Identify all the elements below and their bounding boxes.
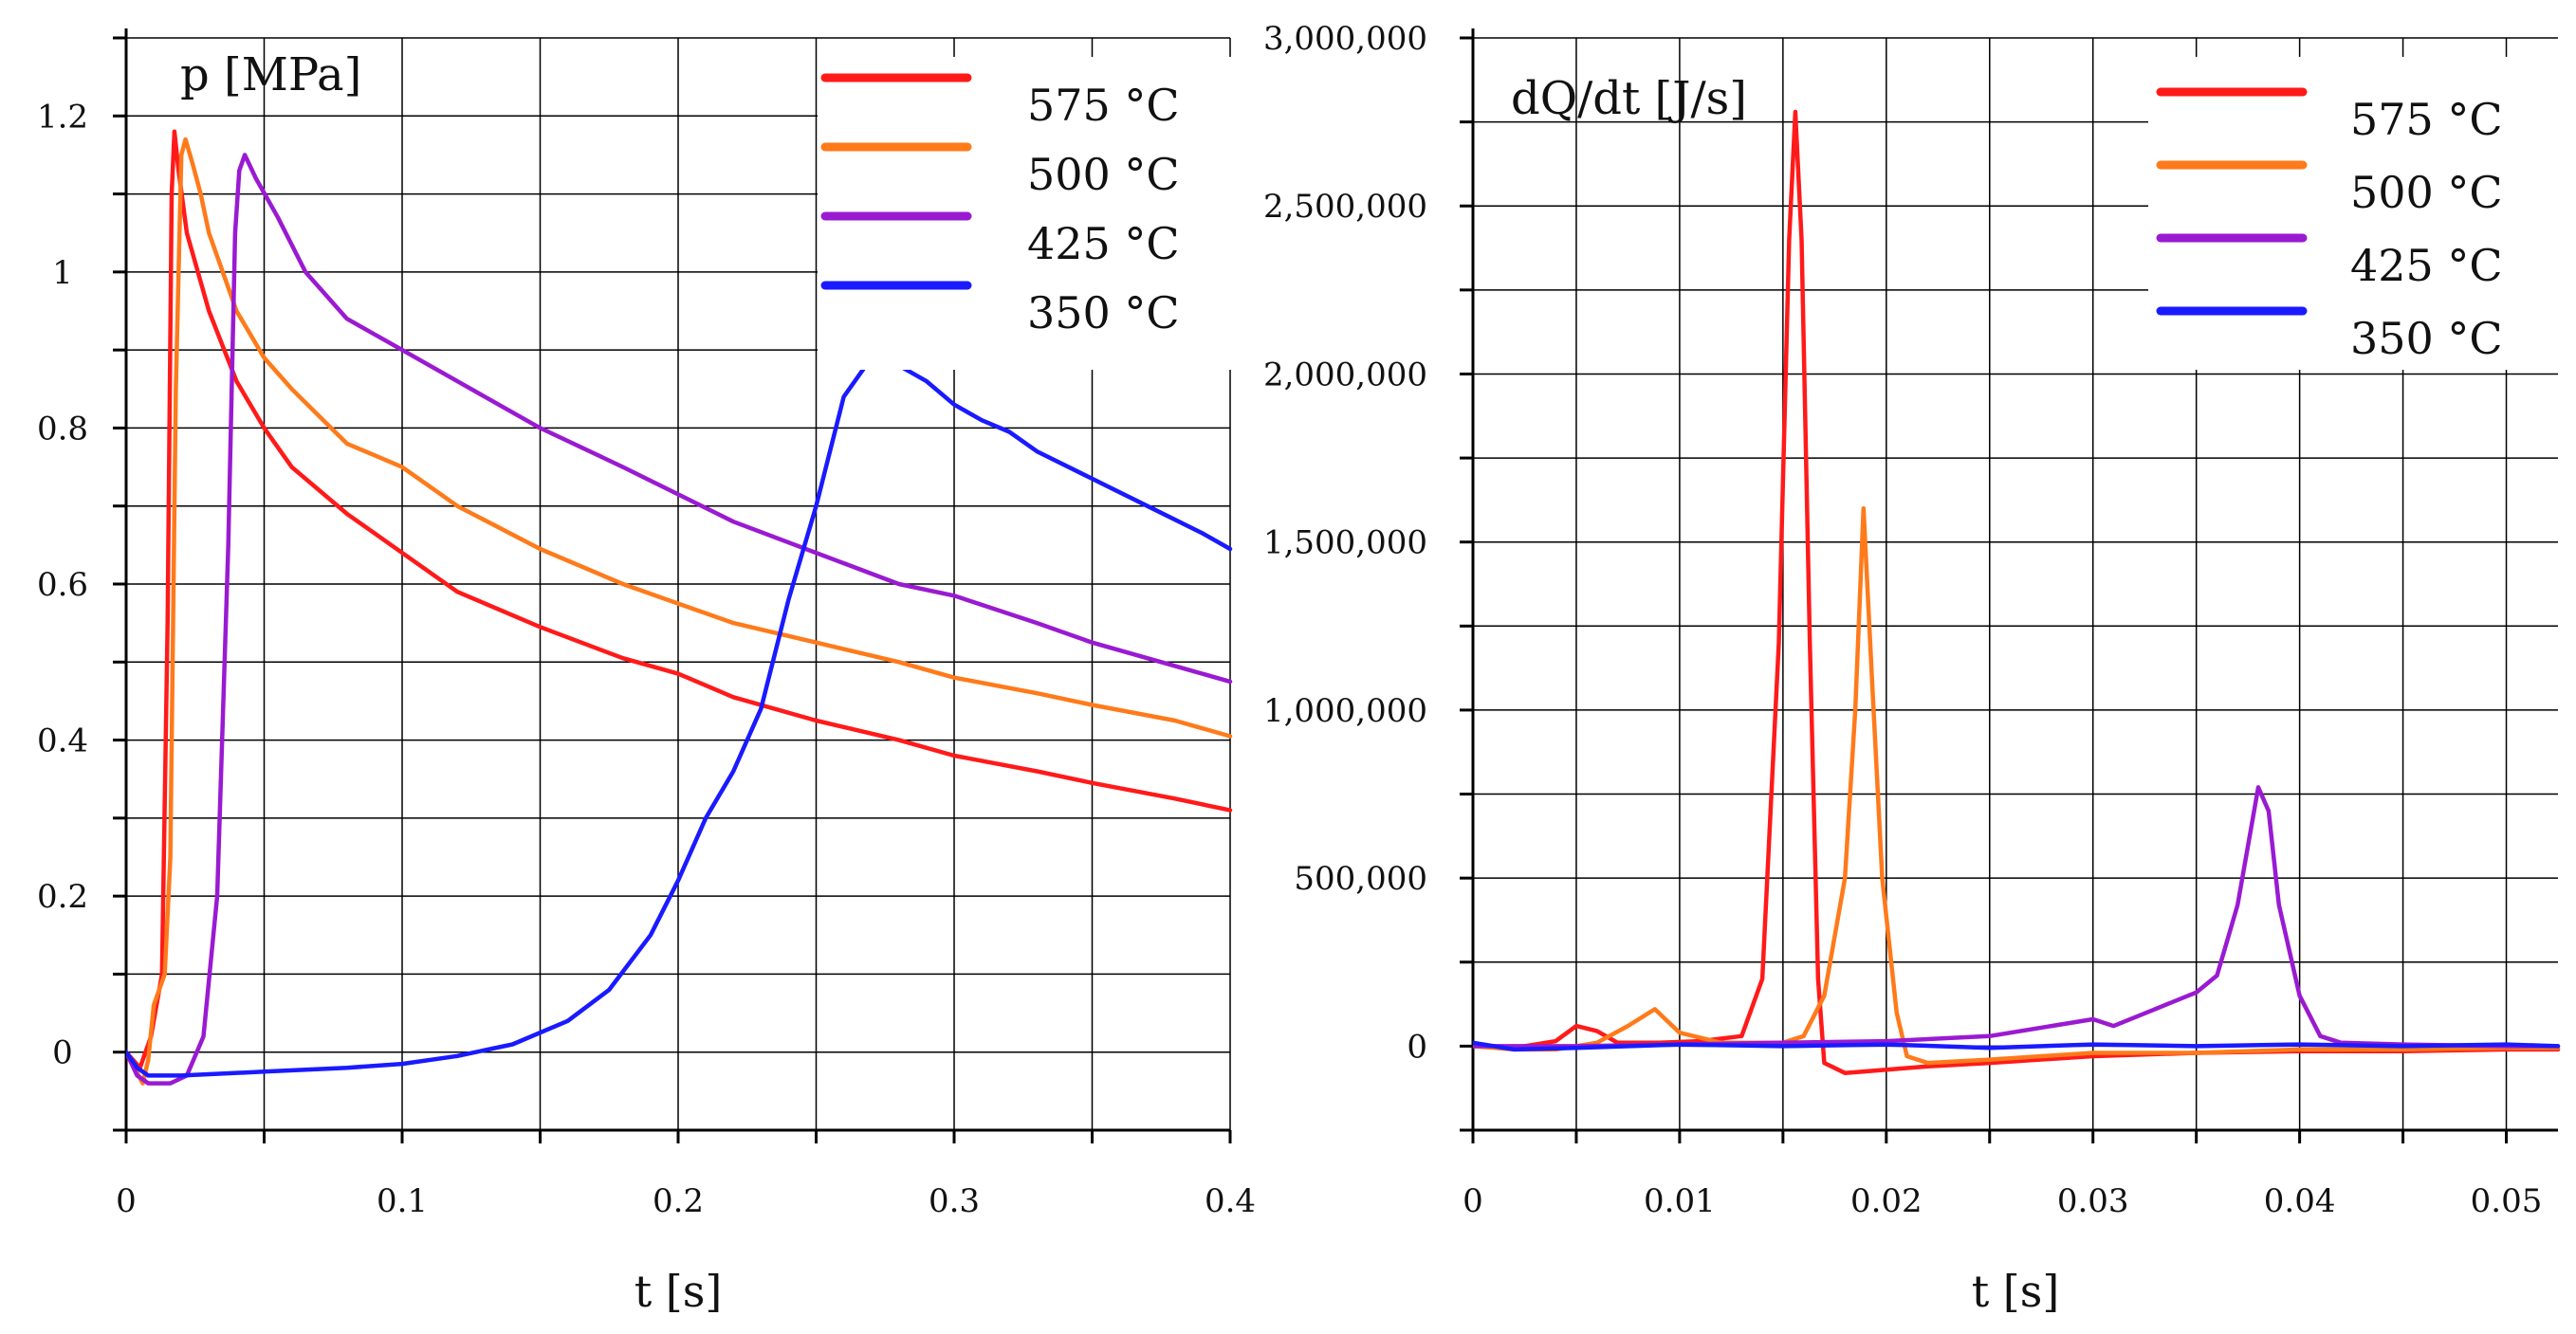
x-tick-label: 0.05 xyxy=(2471,1182,2543,1220)
series-line-425 xyxy=(126,153,1233,1086)
series-group xyxy=(126,129,1233,1086)
pressure-chart: 0 0.1 0.2 0.3 0.4 0 0.2 0.4 0.6 0.8 1 1.2 t [s] 575 °… xyxy=(37,28,1256,1317)
y-tick-label: 0.4 xyxy=(37,722,88,760)
legend-label: 575 °C xyxy=(2350,94,2503,145)
x-tick-label: 0.4 xyxy=(1205,1182,1256,1220)
series-line-500 xyxy=(126,137,1233,1086)
y-tick-label: 0.2 xyxy=(37,878,88,916)
legend-label: 350 °C xyxy=(2350,313,2503,364)
y-tick-label: 1 xyxy=(52,254,73,292)
y-tick-label: 1,000,000 xyxy=(1263,692,1427,730)
x-tick-label: 0.02 xyxy=(1850,1182,1923,1220)
legend-label: 425 °C xyxy=(1027,218,1180,269)
y-tick-label: 3,000,000 xyxy=(1263,20,1427,58)
x-tick-label: 0 xyxy=(1463,1182,1483,1220)
legend-background-top xyxy=(2148,57,2558,370)
x-axis-title: t [s] xyxy=(635,1266,723,1317)
chart-title: p [MPa] xyxy=(180,48,361,101)
legend-label: 500 °C xyxy=(1027,149,1180,200)
heat-release-chart: 0 0.01 0.02 0.03 0.04 0.05 0 500,000 1,000,000 1,… xyxy=(1263,20,2561,1317)
series-line-350 xyxy=(1473,1040,2561,1052)
y-tick-label: 0.8 xyxy=(37,410,88,448)
series-line-350 xyxy=(126,356,1233,1078)
y-tick-label: 0 xyxy=(52,1034,73,1072)
x-tick-label: 0.3 xyxy=(929,1182,980,1220)
series-line-500 xyxy=(1473,505,2561,1066)
y-tick-label: 500,000 xyxy=(1294,860,1427,898)
x-tick-label: 0.04 xyxy=(2264,1182,2336,1220)
series-line-575 xyxy=(126,129,1233,1070)
y-tick-label: 2,500,000 xyxy=(1263,188,1427,226)
x-tick-label: 0.2 xyxy=(653,1182,704,1220)
legend-label: 350 °C xyxy=(1027,287,1180,338)
x-tick-label: 0.1 xyxy=(377,1182,428,1220)
legend-label: 500 °C xyxy=(2350,167,2503,218)
y-tick-label: 2,000,000 xyxy=(1263,356,1427,393)
chart-title: dQ/dt [J/s] xyxy=(1511,72,1747,125)
y-tick-label: 1.2 xyxy=(37,98,88,136)
x-tick-label: 0.03 xyxy=(2057,1182,2129,1220)
x-tick-label: 0 xyxy=(116,1182,137,1220)
legend-label: 575 °C xyxy=(1027,80,1180,131)
x-axis-title: t [s] xyxy=(1972,1266,2060,1317)
x-tick-label: 0.01 xyxy=(1644,1182,1716,1220)
y-tick-label: 1,500,000 xyxy=(1263,524,1427,562)
y-tick-label: 0.6 xyxy=(37,566,88,604)
series-line-425 xyxy=(1473,785,2561,1049)
series-group xyxy=(1473,109,2561,1075)
legend-label: 425 °C xyxy=(2350,240,2503,291)
y-tick-label: 0 xyxy=(1407,1028,1427,1066)
